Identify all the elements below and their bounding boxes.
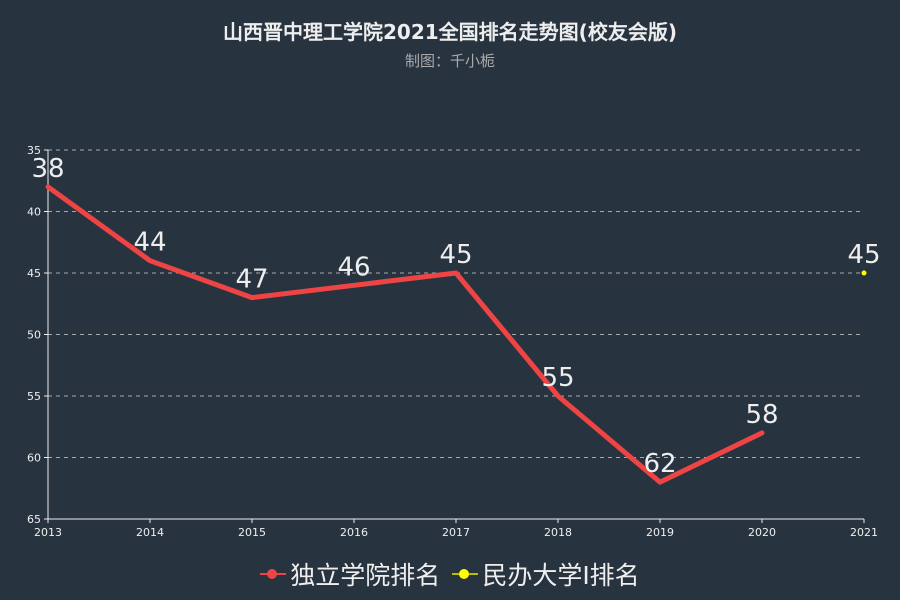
legend-item-private-university[interactable]: 民办大学Ⅰ排名 xyxy=(452,556,640,592)
data-label: 38 xyxy=(31,154,64,184)
data-label: 47 xyxy=(235,265,268,295)
y-tick-label: 45 xyxy=(27,267,41,280)
legend-label: 民办大学Ⅰ排名 xyxy=(482,561,640,590)
y-tick-label: 60 xyxy=(27,452,41,465)
y-tick-label: 35 xyxy=(27,144,41,157)
legend-marker-icon xyxy=(260,567,287,581)
chart-title: 山西晋中理工学院2021全国排名走势图(校友会版) xyxy=(223,20,677,44)
x-tick-label: 2020 xyxy=(748,526,776,539)
x-tick-label: 2016 xyxy=(340,526,368,539)
y-tick-label: 40 xyxy=(27,206,41,219)
x-tick-label: 2018 xyxy=(544,526,572,539)
data-label: 58 xyxy=(745,400,778,430)
data-point xyxy=(861,270,867,276)
data-label: 45 xyxy=(439,240,472,270)
series-line xyxy=(45,184,765,485)
x-tick-label: 2013 xyxy=(34,526,62,539)
y-tick-label: 65 xyxy=(27,513,41,526)
data-label: 46 xyxy=(337,252,370,282)
data-label: 55 xyxy=(541,363,574,393)
legend: 独立学院排名 民办大学Ⅰ排名 xyxy=(0,556,900,592)
y-tick-label: 55 xyxy=(27,390,41,403)
chart-subtitle: 制图：千小栀 xyxy=(404,52,495,70)
x-tick-label: 2019 xyxy=(646,526,674,539)
legend-item-independent-college[interactable]: 独立学院排名 xyxy=(260,556,440,592)
data-label: 45 xyxy=(847,240,880,270)
x-tick-label: 2017 xyxy=(442,526,470,539)
y-tick-label: 50 xyxy=(27,329,41,342)
x-tick-label: 2021 xyxy=(850,526,878,539)
data-label: 62 xyxy=(643,449,676,479)
x-tick-label: 2014 xyxy=(136,526,164,539)
data-label: 44 xyxy=(133,228,166,258)
x-tick-label: 2015 xyxy=(238,526,266,539)
legend-marker-icon xyxy=(452,567,479,581)
legend-label: 独立学院排名 xyxy=(290,561,441,590)
